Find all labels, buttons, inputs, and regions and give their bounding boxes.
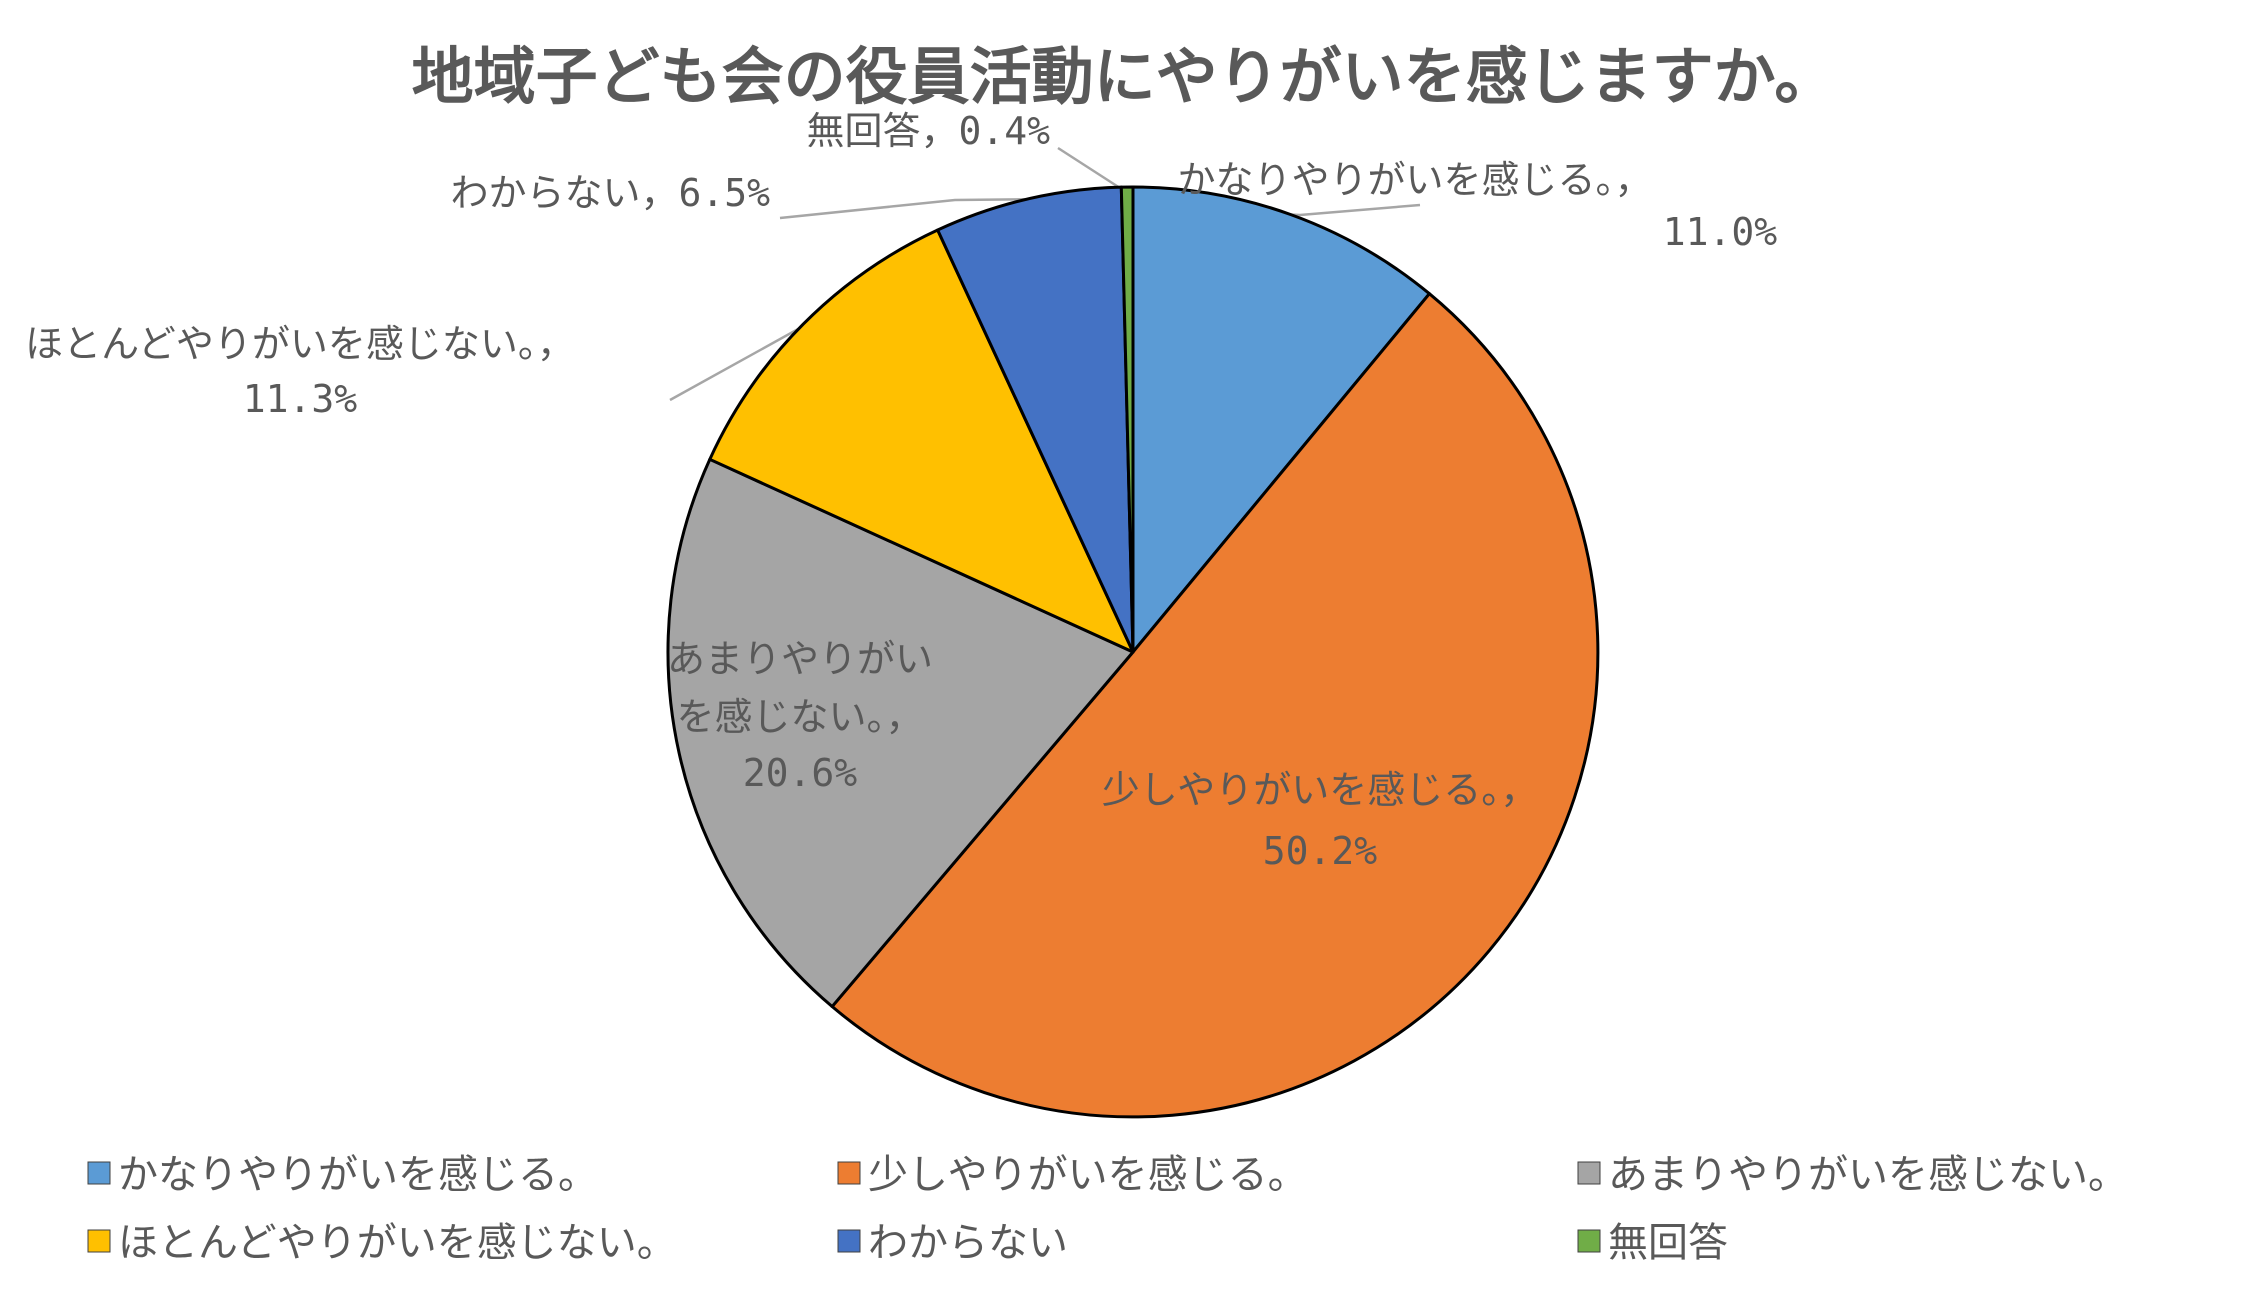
- pie-slice: [1119, 185, 1135, 654]
- data-label-value: 0.4%: [958, 109, 1050, 153]
- legend-swatch: [1577, 1229, 1601, 1253]
- data-label-category: 無回答，: [806, 109, 958, 153]
- pie-slice: [666, 457, 1135, 1009]
- legend-swatch: [837, 1161, 861, 1185]
- leader-line: [1057, 146, 1128, 190]
- data-label-category: わからない，: [450, 171, 678, 215]
- data-label: 無回答，0.4%: [806, 109, 1050, 153]
- legend-label: わからない: [868, 1220, 1068, 1266]
- data-label-value: 11.3%: [243, 377, 358, 421]
- legend-swatch: [87, 1161, 111, 1185]
- data-label-category: を感じない。，: [676, 695, 923, 739]
- data-label-value: 50.2%: [1263, 829, 1378, 873]
- pie-slice: [830, 292, 1600, 1119]
- legend-swatch: [1577, 1161, 1601, 1185]
- leader-line: [1290, 203, 1421, 217]
- pie-slice: [1131, 185, 1431, 654]
- legend-swatch: [837, 1229, 861, 1253]
- data-label-category: かなりやりがいを感じる。，: [1177, 158, 1652, 202]
- chart-title: 地域子ども会の役員活動にやりがいを感じますか。: [412, 40, 1837, 113]
- data-label-value: 6.5%: [678, 171, 770, 215]
- data-label-category: 少しやりがいを感じる。，: [1102, 768, 1539, 812]
- leader-line: [779, 197, 1028, 220]
- legend-label: あまりやりがいを感じない。: [1608, 1152, 2128, 1198]
- legend-label: ほとんどやりがいを感じない。: [118, 1220, 677, 1266]
- legend-label: かなりやりがいを感じる。: [118, 1152, 598, 1198]
- pie-slice: [936, 185, 1135, 654]
- data-labels: かなりやりがいを感じる。，11.0% 少しやりがいを感じる。， 50.2% あまりやり…: [25, 109, 1777, 873]
- legend-label: 少しやりがいを感じる。: [868, 1152, 1308, 1198]
- data-label: わからない，6.5%: [450, 171, 770, 215]
- pie-slices: [666, 185, 1600, 1119]
- data-label-category: あまりやりがい: [667, 637, 933, 681]
- legend-label: 無回答: [1608, 1220, 1728, 1266]
- data-label-category: ほとんどやりがいを感じない。，: [25, 322, 575, 366]
- legend: かなりやりがいを感じる。 少しやりがいを感じる。 あまりやりがいを感じない。ほとんど…: [87, 1152, 2128, 1266]
- legend-swatch: [87, 1229, 111, 1253]
- data-label-value: 11.0%: [1663, 210, 1778, 254]
- pie-slice: [708, 228, 1135, 654]
- data-label-value: 20.6%: [743, 751, 858, 795]
